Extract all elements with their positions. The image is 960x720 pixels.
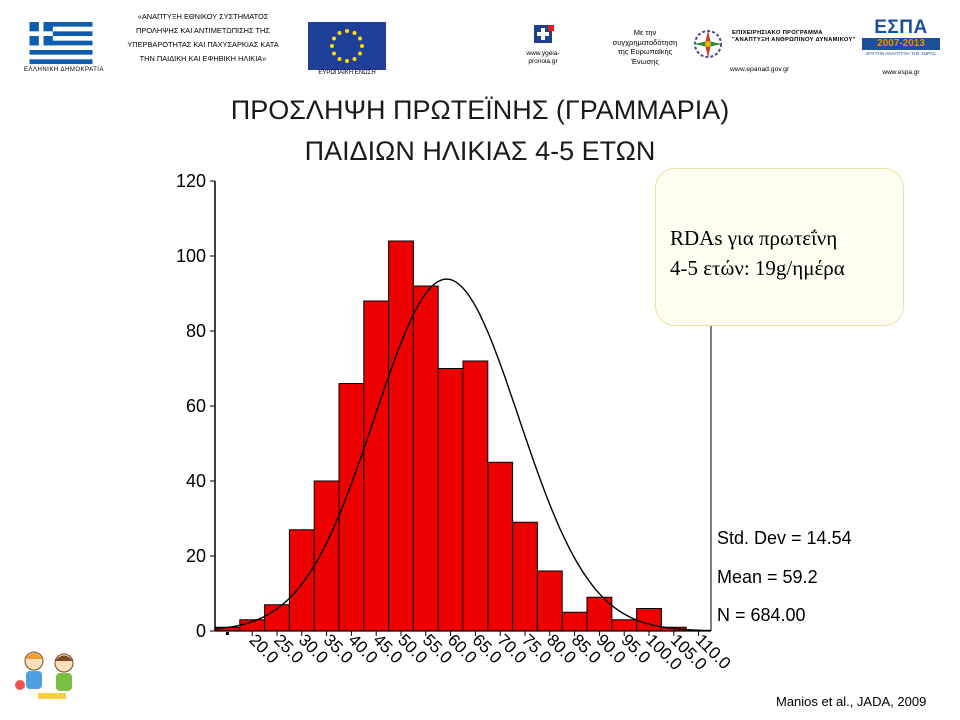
opprog-title: ΕΠΙΧΕΙΡΗΣΙΑΚΟ ΠΡΟΓΡΑΜΜΑ "ΑΝΑΠΤΥΞΗ ΑΝΘΡΩΠ… bbox=[732, 30, 862, 44]
histogram-bar bbox=[561, 611, 588, 632]
espa-title: ΕΣΠΑ bbox=[874, 17, 928, 38]
cofund-text: Με την συγχρηματοδότηση της Ευρωπαϊκής Έ… bbox=[590, 28, 700, 66]
histogram-bar bbox=[388, 240, 414, 632]
histogram-bar bbox=[611, 619, 638, 632]
espa-url: www.espa.gr bbox=[882, 69, 920, 76]
rda-text: RDAs για πρωτεΐνη 4-5 ετών: 19g/ημέρα bbox=[670, 223, 895, 283]
rda-line1: RDAs για πρωτεΐνη bbox=[670, 226, 838, 250]
program-title: «ΑΝΑΠΤΥΞΗ ΕΘΝΙΚΟΥ ΣΥΣΤΗΜΑΤΟΣ ΠΡΟΛΗΨΗΣ ΚΑ… bbox=[118, 10, 288, 66]
histogram-bar bbox=[512, 521, 538, 632]
histogram-bar bbox=[437, 368, 464, 632]
ministry-logo: www.ygeia- pronoia.gr bbox=[518, 25, 568, 66]
histogram-bar bbox=[412, 285, 439, 632]
slide-title-line2: ΠΑΙΔΙΩΝ ΗΛΙΚΙΑΣ 4-5 ΕΤΩΝ bbox=[304, 136, 656, 166]
opprog-line: ΕΠΙΧΕΙΡΗΣΙΑΚΟ ΠΡΟΓΡΑΜΜΑ bbox=[732, 30, 823, 36]
histogram-bar bbox=[462, 360, 489, 632]
histogram-bar bbox=[487, 461, 514, 632]
histogram-bar bbox=[536, 570, 563, 632]
logo-bar: ΕΛΛΗΝΙΚΗ ΔΗΜΟΚΡΑΤΙΑ «ΑΝΑΠΤΥΞΗ ΕΘΝΙΚΟΥ ΣΥ… bbox=[0, 0, 960, 92]
compass-star-icon bbox=[694, 30, 722, 58]
x-tick-dot bbox=[225, 632, 229, 635]
eu-flag-icon bbox=[308, 22, 386, 70]
cofund-line: συγχρηματοδότηση bbox=[612, 37, 678, 47]
histogram-bar bbox=[288, 529, 315, 632]
flag-caption: ΕΛΛΗΝΙΚΗ ΔΗΜΟΚΡΑΤΙΑ bbox=[24, 67, 104, 73]
citation: Manios et al., JADA, 2009 bbox=[776, 694, 927, 709]
ministry-cross-icon bbox=[534, 25, 554, 43]
opprog-line: "ΑΝΑΠΤΥΞΗ ΑΝΘΡΩΠΙΝΟΥ ΔΥΝΑΜΙΚΟΥ" bbox=[732, 37, 856, 43]
espa-logo: ΕΣΠΑ 2007-2013 ΕΠΙ ΤΗΝ ΑΝΑΠΤΥΞΗ ΤΗΣ ΧΩΡΑ… bbox=[862, 18, 940, 76]
histogram-bar bbox=[636, 608, 662, 632]
espa-years: 2007-2013 bbox=[862, 38, 940, 50]
mean-label: Mean = 59.2 bbox=[717, 567, 818, 587]
normal-curve bbox=[214, 278, 712, 632]
slide-title-line1: ΠΡΟΣΛΗΨΗ ΠΡΩΤΕΪΝΗΣ (ΓΡΑΜΜΑΡΙΑ) bbox=[230, 95, 730, 125]
greek-flag-icon bbox=[29, 22, 93, 64]
n-label: N = 684.00 bbox=[717, 605, 806, 625]
y-tick-label: 40 bbox=[186, 471, 206, 491]
y-tick-label: 20 bbox=[186, 546, 206, 566]
y-tick-label: 120 bbox=[176, 171, 206, 191]
y-tick-label: 0 bbox=[196, 621, 206, 641]
y-tick-label: 80 bbox=[186, 321, 206, 341]
operational-program-logo: ΕΠΙΧΕΙΡΗΣΙΑΚΟ ΠΡΟΓΡΑΜΜΑ "ΑΝΑΠΤΥΞΗ ΑΝΘΡΩΠ… bbox=[690, 26, 862, 73]
y-tick-label: 60 bbox=[186, 396, 206, 416]
cofund-line: Με την bbox=[633, 28, 657, 37]
std-dev-label: Std. Dev = 14.54 bbox=[717, 528, 852, 548]
espa-subtitle: ΕΠΙ ΤΗΝ ΑΝΑΠΤΥΞΗ ΤΗΣ ΧΩΡΑΣ bbox=[866, 51, 936, 56]
program-line: «ΑΝΑΠΤΥΞΗ ΕΘΝΙΚΟΥ ΣΥΣΤΗΜΑΤΟΣ bbox=[137, 12, 269, 21]
cofund-line: Ένωσης bbox=[631, 56, 659, 66]
children-clipart-icon bbox=[15, 651, 74, 699]
histogram-bar bbox=[363, 300, 390, 632]
cofund-line: της Ευρωπαϊκής bbox=[617, 47, 673, 56]
histogram-bar bbox=[313, 480, 340, 632]
rda-line2: 4-5 ετών: 19g/ημέρα bbox=[670, 256, 845, 280]
ministry-url-line: pronoia.gr bbox=[528, 58, 558, 65]
ministry-url-line: www.ygeia- bbox=[526, 50, 560, 57]
y-tick-label: 100 bbox=[176, 246, 206, 266]
eu-caption: ΕΥΡΩΠΑΪΚΗ ΕΝΩΣΗ bbox=[318, 70, 376, 76]
rda-callout: RDAs για πρωτεΐνη 4-5 ετών: 19g/ημέρα bbox=[655, 168, 904, 326]
program-line: ΤΗΝ ΠΑΙΔΙΚΗ ΚΑΙ ΕΦΗΒΙΚΗ ΗΛΙΚΙΑ» bbox=[139, 54, 267, 63]
program-line: ΠΡΟΛΗΨΗΣ ΚΑΙ ΑΝΤΙΜΕΤΩΠΙΣΗΣ ΤΗΣ bbox=[136, 26, 270, 35]
opprog-url: www.epanad.gov.gr bbox=[730, 66, 790, 73]
program-line: ΥΠΕΡΒΑΡΟΤΗΤΑΣ ΚΑΙ ΠΑΧΥΣΑΡΚΙΑΣ ΚΑΤΑ bbox=[127, 40, 279, 49]
